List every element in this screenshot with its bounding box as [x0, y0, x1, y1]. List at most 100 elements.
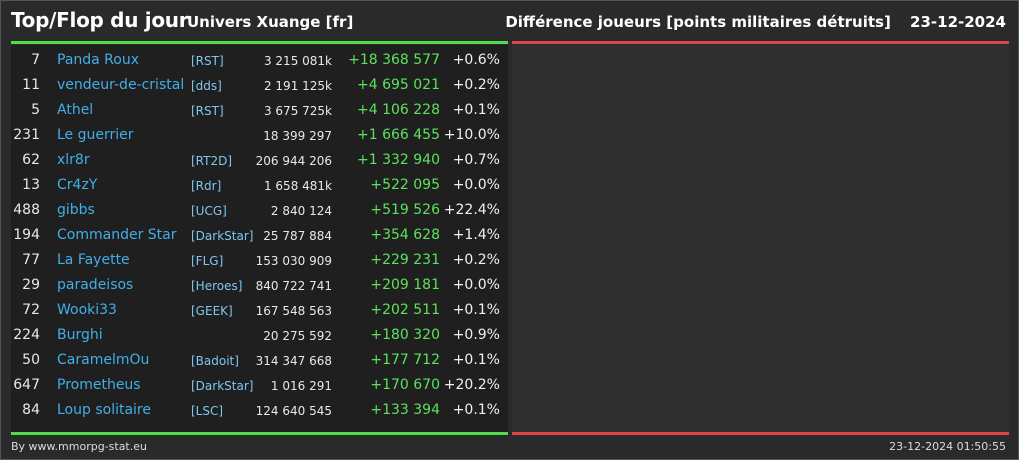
player-points: 314 347 668: [255, 354, 332, 368]
player-rank: 29: [22, 277, 40, 293]
bottom-divider-red: [512, 432, 1009, 435]
table-row: 84 Loup solitaire [LSC] 124 640 545 +133 394…: [11, 398, 508, 423]
percent-change: +0.1%: [452, 102, 500, 118]
page-title: Top/Flop du jour: [11, 8, 189, 32]
alliance-tag-link[interactable]: [Heroes]: [191, 279, 243, 293]
player-name-link[interactable]: vendeur-de-cristal: [57, 77, 185, 93]
points-difference: +4 695 021: [357, 77, 440, 93]
percent-change: +0.2%: [452, 77, 500, 93]
table-row: 13 Cr4zY [Rdr] 1 658 481k +522 095 +0.0%: [11, 173, 508, 198]
player-rank: 224: [13, 327, 40, 343]
player-rank: 5: [31, 102, 40, 118]
percent-change: +0.2%: [452, 252, 500, 268]
player-name-link[interactable]: Loup solitaire: [57, 402, 151, 418]
table-row: 11 vendeur-de-cristal [dds] 2 191 125k +4 69…: [11, 73, 508, 98]
table-row: 488 gibbs [UCG] 2 840 124 +519 526 +22.4%: [11, 198, 508, 223]
player-rank: 11: [22, 77, 40, 93]
points-difference: +1 666 455: [357, 127, 440, 143]
table-row: 7 Panda Roux [RST] 3 215 081k +18 368 577 +0.…: [11, 48, 508, 73]
table-row: 194 Commander Star [DarkStar] 25 787 884 +35…: [11, 223, 508, 248]
points-difference: +209 181: [370, 277, 440, 293]
top-divider-green: [11, 41, 508, 44]
percent-change: +0.6%: [452, 52, 500, 68]
points-difference: +4 106 228: [357, 102, 440, 118]
player-name-link[interactable]: Athel: [57, 102, 94, 118]
player-points: 124 640 545: [255, 404, 332, 418]
flop-players-panel: [512, 45, 1009, 432]
percent-change: +22.4%: [443, 202, 500, 218]
alliance-tag-link[interactable]: [RST]: [191, 54, 224, 68]
alliance-tag-link[interactable]: [dds]: [191, 79, 222, 93]
player-rank: 84: [22, 402, 40, 418]
player-rank: 13: [22, 177, 40, 193]
player-points: 20 275 592: [263, 329, 332, 343]
player-name-link[interactable]: Panda Roux: [57, 52, 140, 68]
alliance-tag-link[interactable]: [Rdr]: [191, 179, 222, 193]
percent-change: +0.7%: [452, 152, 500, 168]
table-row: 72 Wooki33 [GEEK] 167 548 563 +202 511 +0.1%: [11, 298, 508, 323]
player-name-link[interactable]: Commander Star: [57, 227, 177, 243]
player-rank: 231: [13, 127, 40, 143]
table-row: 62 xlr8r [RT2D] 206 944 206 +1 332 940 +0.7%: [11, 148, 508, 173]
player-points: 206 944 206: [255, 154, 332, 168]
player-rank: 77: [22, 252, 40, 268]
player-rank: 647: [13, 377, 40, 393]
player-name-link[interactable]: Cr4zY: [57, 177, 98, 193]
alliance-tag-link[interactable]: [GEEK]: [191, 304, 233, 318]
site-credit: By www.mmorpg-stat.eu: [11, 440, 147, 453]
player-rank: 488: [13, 202, 40, 218]
percent-change: +0.1%: [452, 302, 500, 318]
player-name-link[interactable]: Le guerrier: [57, 127, 134, 143]
player-name-link[interactable]: La Fayette: [57, 252, 130, 268]
table-row: 29 paradeisos [Heroes] 840 722 741 +209 181 +…: [11, 273, 508, 298]
alliance-tag-link[interactable]: [FLG]: [191, 254, 224, 268]
footer-timestamp: 23-12-2024 01:50:55: [889, 440, 1006, 453]
alliance-tag-link[interactable]: [RT2D]: [191, 154, 233, 168]
player-name-link[interactable]: Burghi: [57, 327, 103, 343]
points-difference: +519 526: [370, 202, 440, 218]
player-rank: 72: [22, 302, 40, 318]
points-difference: +177 712: [370, 352, 440, 368]
alliance-tag-link[interactable]: [UCG]: [191, 204, 227, 218]
table-row: 231 Le guerrier 18 399 297 +1 666 455 +10.0%: [11, 123, 508, 148]
player-name-link[interactable]: Wooki33: [57, 302, 117, 318]
points-difference: +18 368 577: [348, 52, 440, 68]
top-players-panel: 7 Panda Roux [RST] 3 215 081k +18 368 577 +0.…: [11, 45, 508, 432]
player-name-link[interactable]: xlr8r: [57, 152, 90, 168]
bottom-divider-green: [11, 432, 508, 435]
player-name-link[interactable]: gibbs: [57, 202, 95, 218]
player-name-link[interactable]: CaramelmOu: [57, 352, 150, 368]
points-difference: +133 394: [370, 402, 440, 418]
player-points: 1 016 291: [270, 379, 332, 393]
player-name-link[interactable]: Prometheus: [57, 377, 141, 393]
player-rank: 194: [13, 227, 40, 243]
player-rank: 62: [22, 152, 40, 168]
player-name-link[interactable]: paradeisos: [57, 277, 134, 293]
player-points: 2 840 124: [270, 204, 332, 218]
points-difference: +229 231: [370, 252, 440, 268]
alliance-tag-link[interactable]: [Badoit]: [191, 354, 239, 368]
player-rank: 50: [22, 352, 40, 368]
header-right: Différence joueurs [points militaires dé…: [495, 13, 1006, 31]
percent-change: +0.1%: [452, 352, 500, 368]
player-points: 1 658 481k: [263, 179, 332, 193]
alliance-tag-link[interactable]: [DarkStar]: [191, 229, 254, 243]
points-difference: +202 511: [370, 302, 440, 318]
table-row: 50 CaramelmOu [Badoit] 314 347 668 +177 712 +…: [11, 348, 508, 373]
player-points: 2 191 125k: [263, 79, 332, 93]
percent-change: +10.0%: [443, 127, 500, 143]
header: Top/Flop du jour Univers Xuange [fr] Dif…: [11, 8, 1006, 36]
points-difference: +170 670: [370, 377, 440, 393]
player-points: 18 399 297: [263, 129, 332, 143]
points-difference: +522 095: [370, 177, 440, 193]
table-row: 77 La Fayette [FLG] 153 030 909 +229 231 +0.2…: [11, 248, 508, 273]
metric-label: Différence joueurs [points militaires dé…: [505, 13, 891, 31]
alliance-tag-link[interactable]: [LSC]: [191, 404, 224, 418]
percent-change: +0.1%: [452, 402, 500, 418]
alliance-tag-link[interactable]: [DarkStar]: [191, 379, 254, 393]
points-difference: +354 628: [370, 227, 440, 243]
player-points: 3 215 081k: [263, 54, 332, 68]
alliance-tag-link[interactable]: [RST]: [191, 104, 224, 118]
player-points: 25 787 884: [263, 229, 332, 243]
